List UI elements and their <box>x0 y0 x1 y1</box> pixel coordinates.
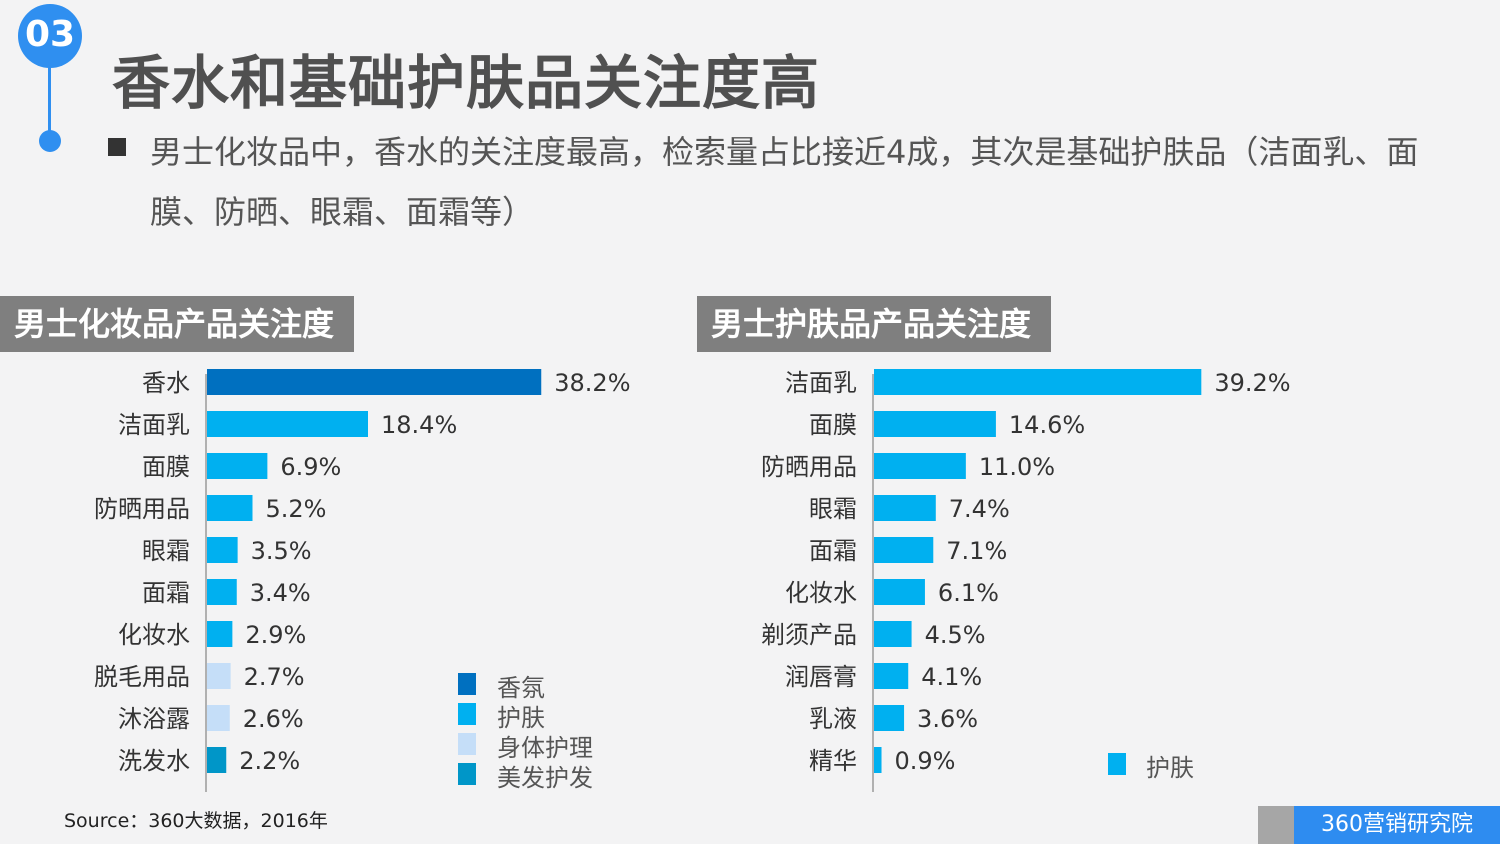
right-chart-value-label: 3.6% <box>917 705 978 733</box>
legend-swatch-skincare-right <box>1108 753 1126 775</box>
right-chart-category-label: 眼霜 <box>809 495 857 523</box>
right-chart-category-label: 精华 <box>809 747 857 775</box>
right-chart-category-label: 面霜 <box>809 537 857 565</box>
left-chart-title: 男士化妆品产品关注度 <box>0 296 355 352</box>
right-chart-value-label: 4.5% <box>925 621 986 649</box>
right-chart-bar <box>874 663 909 689</box>
legend-label-fragrance: 香氛 <box>497 674 545 702</box>
section-number-badge: 03 <box>18 4 82 68</box>
legend-label-bodycare: 身体护理 <box>497 734 593 762</box>
badge-connector-line <box>48 66 51 134</box>
right-chart-value-label: 0.9% <box>895 747 956 775</box>
left-chart-value-label: 18.4% <box>381 411 457 439</box>
left-chart-category-label: 眼霜 <box>142 537 190 565</box>
left-chart-value-label: 38.2% <box>554 369 630 397</box>
right-chart-category-label: 防晒用品 <box>761 453 857 481</box>
source-note: Source：360大数据，2016年 <box>64 810 328 832</box>
right-chart-category-label: 乳液 <box>809 705 857 733</box>
legend-label-haircare: 美发护发 <box>497 764 593 792</box>
left-chart-bar <box>207 579 237 605</box>
left-chart-bar <box>207 453 268 479</box>
right-chart-category-label: 剃须产品 <box>761 621 857 649</box>
right-chart-bar <box>874 537 934 563</box>
right-chart-bar <box>874 705 905 731</box>
left-chart-category-label: 沐浴露 <box>118 705 190 733</box>
left-chart-category-label: 面膜 <box>142 453 190 481</box>
right-bar-chart: 洁面乳 39.2% 面膜 14.6% 防晒用品 11.0% 眼霜 7.4% 面霜 7.1% 化妆水 6… <box>761 369 1291 792</box>
legend-swatch-fragrance <box>458 673 476 695</box>
legend-label-skincare-right: 护肤 <box>1146 754 1194 782</box>
right-chart-category-label: 面膜 <box>809 411 857 439</box>
left-chart-value-label: 6.9% <box>280 453 341 481</box>
left-chart-value-label: 3.5% <box>251 537 312 565</box>
right-chart-title: 男士护肤品产品关注度 <box>697 296 1052 352</box>
legend-swatch-skincare <box>458 703 476 725</box>
brand-logo: 360营销研究院 <box>1294 806 1500 844</box>
left-chart-value-label: 2.2% <box>239 747 300 775</box>
right-chart-bar <box>874 453 966 479</box>
right-chart-value-label: 6.1% <box>938 579 999 607</box>
legend-swatch-haircare <box>458 763 476 785</box>
left-chart-value-label: 2.6% <box>243 705 304 733</box>
left-chart-bar <box>207 369 542 395</box>
description-text: 男士化妆品中，香水的关注度最高，检索量占比接近4成，其次是基础护肤品（洁面乳、面… <box>150 133 1419 231</box>
left-chart-bar <box>207 495 253 521</box>
right-chart-bar <box>874 495 936 521</box>
right-chart-bar <box>874 411 996 437</box>
right-chart-value-label: 4.1% <box>921 663 982 691</box>
right-chart-value-label: 11.0% <box>979 453 1055 481</box>
right-chart-category-label: 洁面乳 <box>785 369 857 397</box>
legend-swatch-bodycare <box>458 733 476 755</box>
page-title: 香水和基础护肤品关注度高 <box>112 49 821 117</box>
left-chart-category-label: 洁面乳 <box>118 411 190 439</box>
left-chart-bar <box>207 411 368 437</box>
left-chart-value-label: 5.2% <box>266 495 327 523</box>
right-chart-category-label: 化妆水 <box>785 579 857 607</box>
left-chart-value-label: 2.9% <box>245 621 306 649</box>
left-chart-category-label: 脱毛用品 <box>94 663 190 691</box>
left-chart-bar <box>207 663 231 689</box>
footer-gray-block <box>1258 806 1294 844</box>
right-chart-bar <box>874 621 912 647</box>
right-chart-bar <box>874 579 925 605</box>
left-chart-value-label: 3.4% <box>250 579 311 607</box>
left-chart-category-label: 防晒用品 <box>94 495 190 523</box>
left-chart-bar <box>207 537 238 563</box>
left-chart-bar <box>207 705 230 731</box>
badge-dot <box>39 130 61 152</box>
right-chart-value-label: 14.6% <box>1009 411 1085 439</box>
left-chart-value-label: 2.7% <box>244 663 305 691</box>
right-chart-value-label: 39.2% <box>1214 369 1290 397</box>
legend-label-skincare: 护肤 <box>497 704 545 732</box>
right-chart-value-label: 7.4% <box>949 495 1010 523</box>
left-chart-bar <box>207 621 233 647</box>
left-chart-category-label: 洗发水 <box>118 747 190 775</box>
left-chart-category-label: 面霜 <box>142 579 190 607</box>
left-chart-category-label: 化妆水 <box>118 621 190 649</box>
bullet-square-icon <box>108 138 126 156</box>
right-chart-value-label: 7.1% <box>946 537 1007 565</box>
left-chart-bar <box>207 747 227 773</box>
right-chart-bar <box>874 369 1202 395</box>
left-bar-chart: 香水 38.2% 洁面乳 18.4% 面膜 6.9% 防晒用品 5.2% 眼霜 3.5% 面霜 3.4… <box>94 369 631 792</box>
right-chart-category-label: 润唇膏 <box>785 663 857 691</box>
right-chart-bar <box>874 747 882 773</box>
left-chart-category-label: 香水 <box>142 369 190 397</box>
